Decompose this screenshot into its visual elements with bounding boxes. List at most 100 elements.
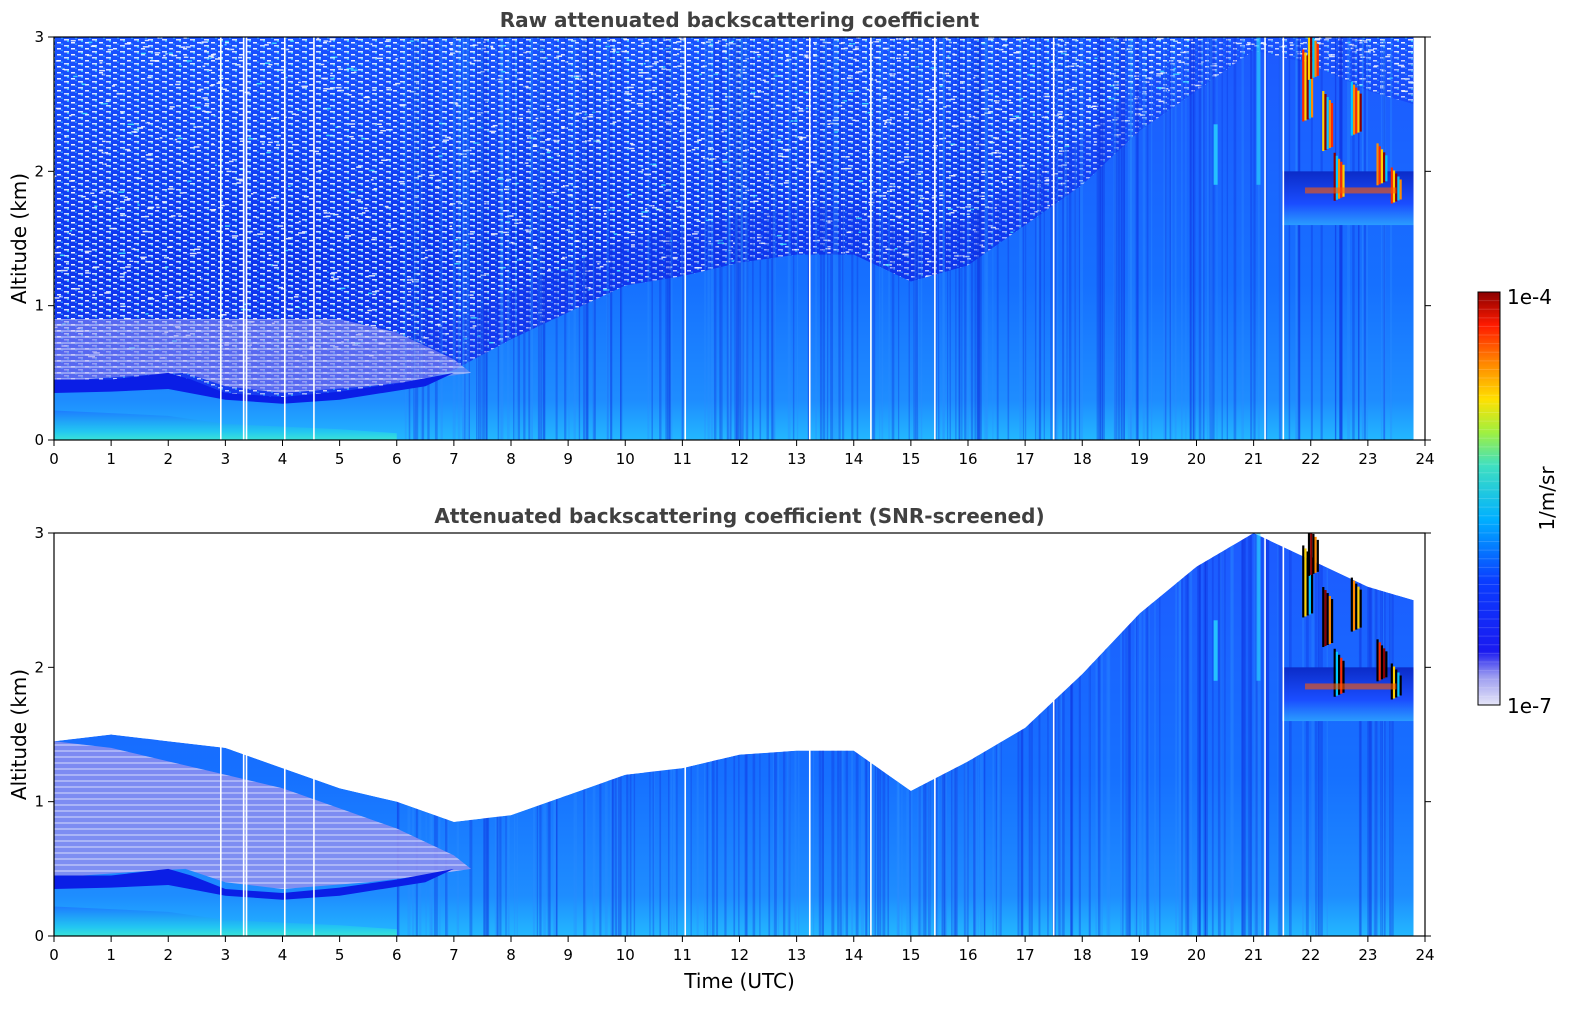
convective-streak (1209, 37, 1213, 440)
convective-streak (977, 37, 980, 440)
noise-speck (1348, 43, 1355, 46)
noise-speck (845, 251, 850, 253)
convective-streak (1053, 37, 1057, 440)
noise-speck (422, 337, 430, 339)
convective-streak (1020, 533, 1024, 936)
noise-speck (1385, 55, 1391, 58)
noise-speck (1279, 45, 1286, 48)
convective-streak (1185, 37, 1187, 440)
x-tick-label: 18 (1073, 946, 1092, 964)
convective-streak (1189, 533, 1193, 936)
convective-streak (1099, 37, 1102, 440)
cloud-echo (1380, 645, 1384, 680)
data-gap (934, 533, 936, 936)
convective-streak (740, 37, 744, 440)
noise-speck (1289, 44, 1294, 46)
convective-streak (1374, 533, 1376, 936)
convective-streak (1053, 533, 1057, 936)
convective-streak (1127, 533, 1131, 936)
noise-speck (817, 239, 820, 242)
convective-streak (1205, 533, 1208, 936)
cloud-echo (1352, 580, 1356, 631)
convective-streak (1007, 37, 1010, 440)
surface-layer (54, 410, 397, 440)
noise-speck (1408, 82, 1414, 84)
convective-streak (1066, 37, 1068, 440)
convective-streak (741, 37, 743, 440)
noise-speck (470, 317, 478, 319)
noise-speck (1213, 74, 1219, 76)
data-gap (313, 37, 315, 440)
convective-streak (1148, 533, 1150, 936)
noise-speck (1394, 62, 1399, 65)
convective-streak (888, 37, 890, 440)
cloud-echo (1333, 648, 1336, 697)
convective-streak (1198, 533, 1201, 936)
convective-streak (1108, 533, 1111, 936)
convective-streak (871, 37, 874, 440)
convective-streak (1154, 533, 1156, 936)
convective-streak (1368, 533, 1372, 936)
convective-streak (1078, 533, 1081, 936)
convective-streak (1130, 37, 1133, 440)
convective-streak (772, 37, 775, 440)
colorbar-frame (1477, 291, 1501, 706)
convective-streak (1369, 533, 1372, 936)
convective-streak (826, 37, 829, 440)
cloud-echo (1350, 577, 1353, 632)
convective-streak (681, 37, 684, 440)
edge-streak (1187, 528, 1193, 530)
x-tick-label: 9 (563, 946, 573, 964)
convective-streak (1302, 533, 1305, 936)
convective-streak (1095, 533, 1098, 936)
noise-speck (1373, 65, 1379, 67)
convective-streak (1357, 37, 1360, 440)
cloud-base-line (1305, 187, 1397, 194)
x-tick-label: 2 (163, 946, 173, 964)
noise-speck (731, 260, 735, 262)
surface-layer (54, 906, 397, 936)
noise-speck (1236, 42, 1242, 45)
edge-streak (1219, 510, 1224, 512)
convective-streak (1256, 533, 1258, 936)
x-tick-label: 1 (106, 946, 116, 964)
data-gap (242, 533, 245, 936)
x-tick-label: 20 (1187, 946, 1206, 964)
cloud-echo (1333, 152, 1336, 201)
convective-streak (1102, 37, 1105, 440)
convective-streak (1257, 533, 1261, 936)
noise-speck (489, 341, 494, 344)
noise-speck (1135, 113, 1141, 115)
convective-streak (1320, 37, 1323, 440)
noise-speck (1329, 55, 1335, 58)
noise-speck (1124, 119, 1130, 122)
convective-streak (1220, 533, 1222, 936)
convective-streak (1380, 37, 1383, 440)
colorbar-gradient (1478, 292, 1500, 705)
noise-speck (1401, 90, 1408, 93)
noise-speck (925, 275, 932, 277)
convective-streak (1295, 37, 1297, 440)
noise-speck (1160, 70, 1164, 73)
x-tick-label: 4 (278, 946, 288, 964)
noise-speck (864, 243, 869, 246)
edge-streak (1261, 530, 1285, 532)
convective-streak (1257, 37, 1260, 440)
convective-streak (1363, 37, 1366, 440)
convective-streak (670, 37, 673, 440)
convective-streak (856, 37, 859, 440)
convective-streak (792, 37, 795, 440)
convective-streak (1280, 533, 1284, 936)
noise-speck (866, 253, 871, 256)
convective-streak (1209, 37, 1212, 440)
edge-streak (1232, 521, 1251, 523)
convective-streak (1062, 533, 1065, 936)
y-axis-label: Altitude (km) (7, 173, 31, 304)
convective-streak (1241, 533, 1244, 936)
noise-speck (1368, 49, 1374, 51)
convective-streak (1123, 37, 1125, 440)
convective-streak (1373, 533, 1376, 936)
x-tick-label: 15 (901, 450, 920, 468)
convective-streak (1070, 533, 1073, 936)
cloud-echo (1324, 94, 1327, 151)
